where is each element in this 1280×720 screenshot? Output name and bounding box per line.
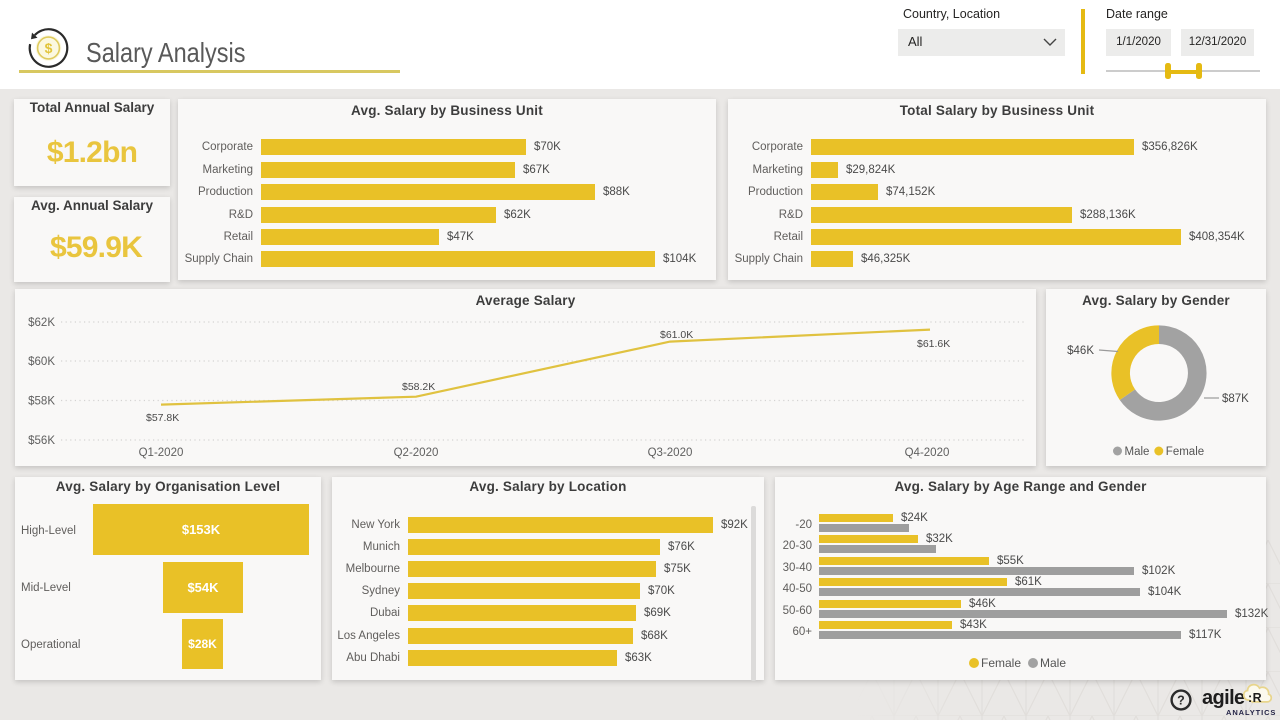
svg-text:Q4-2020: Q4-2020 (905, 447, 950, 459)
svg-text:$58.2K: $58.2K (402, 381, 435, 393)
svg-text:$57.8K: $57.8K (146, 412, 179, 424)
svg-text:?: ? (1177, 694, 1185, 708)
svg-text:$60K: $60K (28, 356, 55, 368)
svg-text:Q3-2020: Q3-2020 (648, 447, 693, 459)
svg-text:$87K: $87K (1222, 393, 1249, 405)
svg-text:Male: Male (1125, 446, 1150, 458)
svg-text:Female: Female (1166, 446, 1204, 458)
svg-text:$46K: $46K (1067, 345, 1094, 357)
svg-text:$61.0K: $61.0K (660, 329, 693, 341)
svg-text:Q1-2020: Q1-2020 (139, 447, 184, 459)
svg-text:$: $ (45, 40, 53, 56)
svg-text:$58K: $58K (28, 396, 55, 408)
svg-text:$61.6K: $61.6K (917, 338, 950, 350)
svg-text:Q2-2020: Q2-2020 (394, 447, 439, 459)
svg-text:$62K: $62K (28, 317, 55, 329)
svg-text:$56K: $56K (28, 435, 55, 447)
